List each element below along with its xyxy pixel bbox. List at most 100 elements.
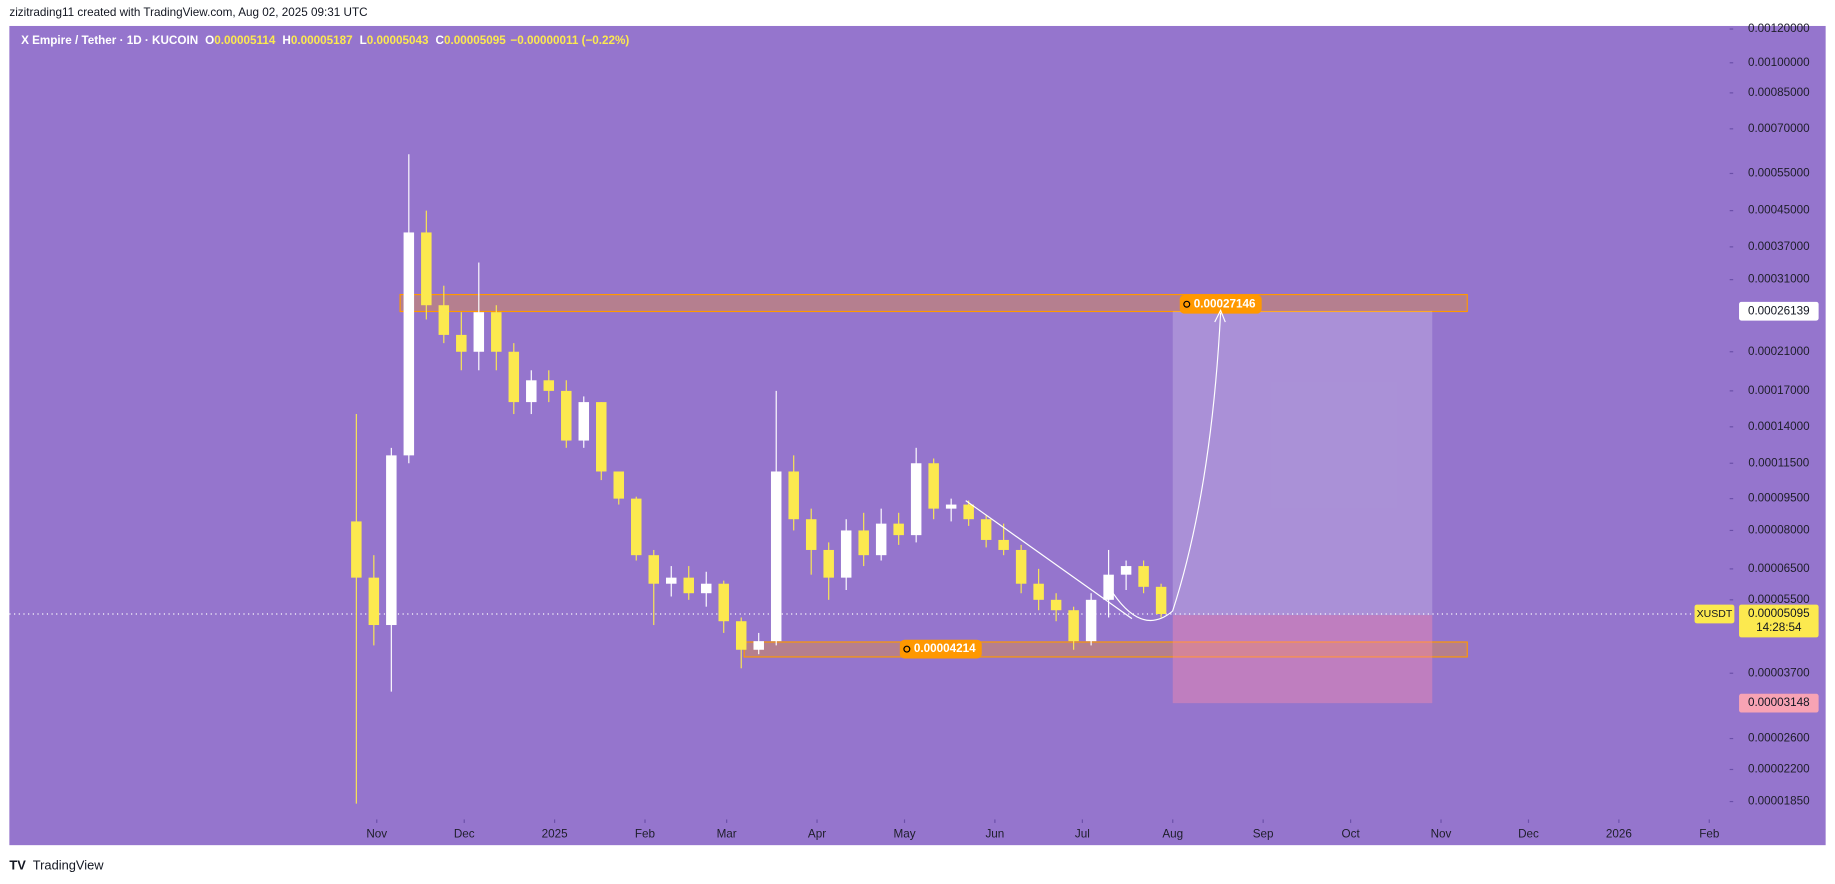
candle-body <box>1138 566 1149 587</box>
candle-body <box>928 463 939 509</box>
y-tick-label: 0.00100000 <box>1748 56 1810 69</box>
candle-body <box>1015 549 1027 584</box>
zone-label-box <box>1179 294 1262 314</box>
zone-label: 0.00004214 <box>914 642 976 655</box>
candle-body <box>1033 583 1044 600</box>
candle-body <box>1103 574 1114 600</box>
field-value: 0.00005043 <box>367 34 429 47</box>
zone-label-box <box>899 639 982 659</box>
brand: TradingView <box>33 858 104 873</box>
candle-body <box>823 549 834 578</box>
x-tick-label: Jul <box>1075 828 1090 841</box>
y-tick-label: 0.00014000 <box>1748 420 1810 433</box>
y-tick-label: 0.00002600 <box>1748 732 1810 745</box>
y-tick-label: 0.00037000 <box>1748 240 1810 253</box>
candle-body <box>1120 566 1132 575</box>
chart-background <box>9 25 1826 846</box>
candle-body <box>438 305 450 335</box>
field-key: O <box>205 34 214 47</box>
y-tick-label: 0.00003700 <box>1748 666 1810 679</box>
candle-body <box>578 402 590 441</box>
x-tick-label: Mar <box>717 828 737 841</box>
zone-label: 0.00027146 <box>1194 297 1256 310</box>
y-tick-label: 0.00085000 <box>1748 86 1810 99</box>
x-tick-label: Dec <box>454 828 475 841</box>
candle-body <box>386 455 397 626</box>
candle-body <box>1068 610 1079 642</box>
x-tick-label: May <box>893 828 915 841</box>
candle-body <box>945 504 957 509</box>
y-tick-label: 0.00045000 <box>1748 204 1810 217</box>
candle-body <box>683 577 694 594</box>
candle-body <box>473 312 485 352</box>
field-value: 0.00005095 <box>444 34 506 47</box>
x-tick-label: 2026 <box>1606 828 1632 841</box>
x-tick-label: Aug <box>1162 828 1183 841</box>
y-tick-label: 0.00070000 <box>1748 122 1810 135</box>
candle-body <box>403 232 415 456</box>
candle-body <box>910 463 922 536</box>
stop-tag-box <box>1739 693 1819 713</box>
y-tick-label: 0.00011500 <box>1748 456 1809 469</box>
loss-area <box>1172 615 1433 704</box>
y-tick-label: 0.00017000 <box>1748 384 1810 397</box>
x-tick-label: Apr <box>808 828 826 841</box>
candle-body <box>805 519 817 550</box>
symbol-tag-box <box>1694 604 1735 624</box>
symbol-tag: XUSDT <box>1697 608 1733 620</box>
zone-label-dot <box>1183 300 1191 308</box>
candle-body <box>456 334 467 352</box>
candle-body <box>1155 586 1167 614</box>
credit: zizitrading11 created with TradingView.c… <box>9 6 367 19</box>
arrow-drawing <box>1172 312 1222 612</box>
svg-text:TV: TV <box>9 858 26 873</box>
last-price: 0.00005095 <box>1748 607 1810 620</box>
y-tick-label: 0.00120000 <box>1748 22 1810 35</box>
y-tick-label: 0.00008000 <box>1748 524 1810 537</box>
candle-body <box>421 232 432 306</box>
candle-body <box>648 555 659 584</box>
countdown: 14:28:54 <box>1756 621 1802 634</box>
candle-body <box>963 504 974 520</box>
zone-label-dot <box>903 645 911 653</box>
symbol: X Empire / Tether · 1D · KUCOIN <box>21 34 198 47</box>
candle-body <box>368 577 380 626</box>
candle-body <box>596 402 607 472</box>
y-tick-label: 0.00021000 <box>1748 345 1810 358</box>
field-value: 0.00005187 <box>291 34 353 47</box>
candle-body <box>735 621 747 650</box>
candle-body <box>998 539 1009 550</box>
legend: X Empire / Tether · 1D · KUCOIN O 0.000051… <box>21 34 629 47</box>
tv-logo: TV <box>9 858 26 873</box>
x-tick-label: Dec <box>1518 828 1539 841</box>
candle-body <box>526 380 537 403</box>
y-tick-label: 0.00005500 <box>1748 593 1810 606</box>
candle-body <box>665 577 677 584</box>
field-key: H <box>282 34 290 47</box>
candle-body <box>631 498 642 556</box>
target-tag: 0.00026139 <box>1748 304 1810 317</box>
x-tick-label: Oct <box>1342 828 1361 841</box>
candle-body <box>351 521 362 578</box>
zone <box>399 293 1468 313</box>
field-key: L <box>360 34 367 47</box>
candle-body <box>508 351 520 403</box>
candle-body <box>613 471 625 499</box>
x-tick-label: 2025 <box>542 828 569 841</box>
trendline <box>965 500 1133 620</box>
candle-body <box>561 390 572 441</box>
profit-area <box>1172 311 1433 616</box>
y-tick-label: 0.00006500 <box>1748 562 1810 575</box>
y-tick-label: 0.00031000 <box>1748 273 1810 286</box>
candle-body <box>788 471 799 520</box>
last-price-box <box>1739 604 1819 638</box>
y-tick-label: 0.00009500 <box>1748 492 1810 505</box>
x-tick-label: Nov <box>1431 828 1452 841</box>
candle-body <box>718 583 729 622</box>
candle-body <box>1050 599 1062 611</box>
arrow-head <box>1214 308 1226 323</box>
candle-body <box>700 583 712 594</box>
candle-body <box>893 523 904 536</box>
curve-drawing <box>1108 587 1174 621</box>
